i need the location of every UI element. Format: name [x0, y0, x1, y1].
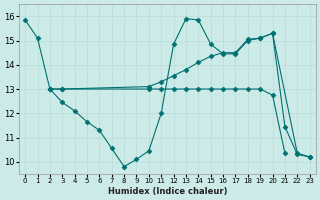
X-axis label: Humidex (Indice chaleur): Humidex (Indice chaleur) — [108, 187, 227, 196]
